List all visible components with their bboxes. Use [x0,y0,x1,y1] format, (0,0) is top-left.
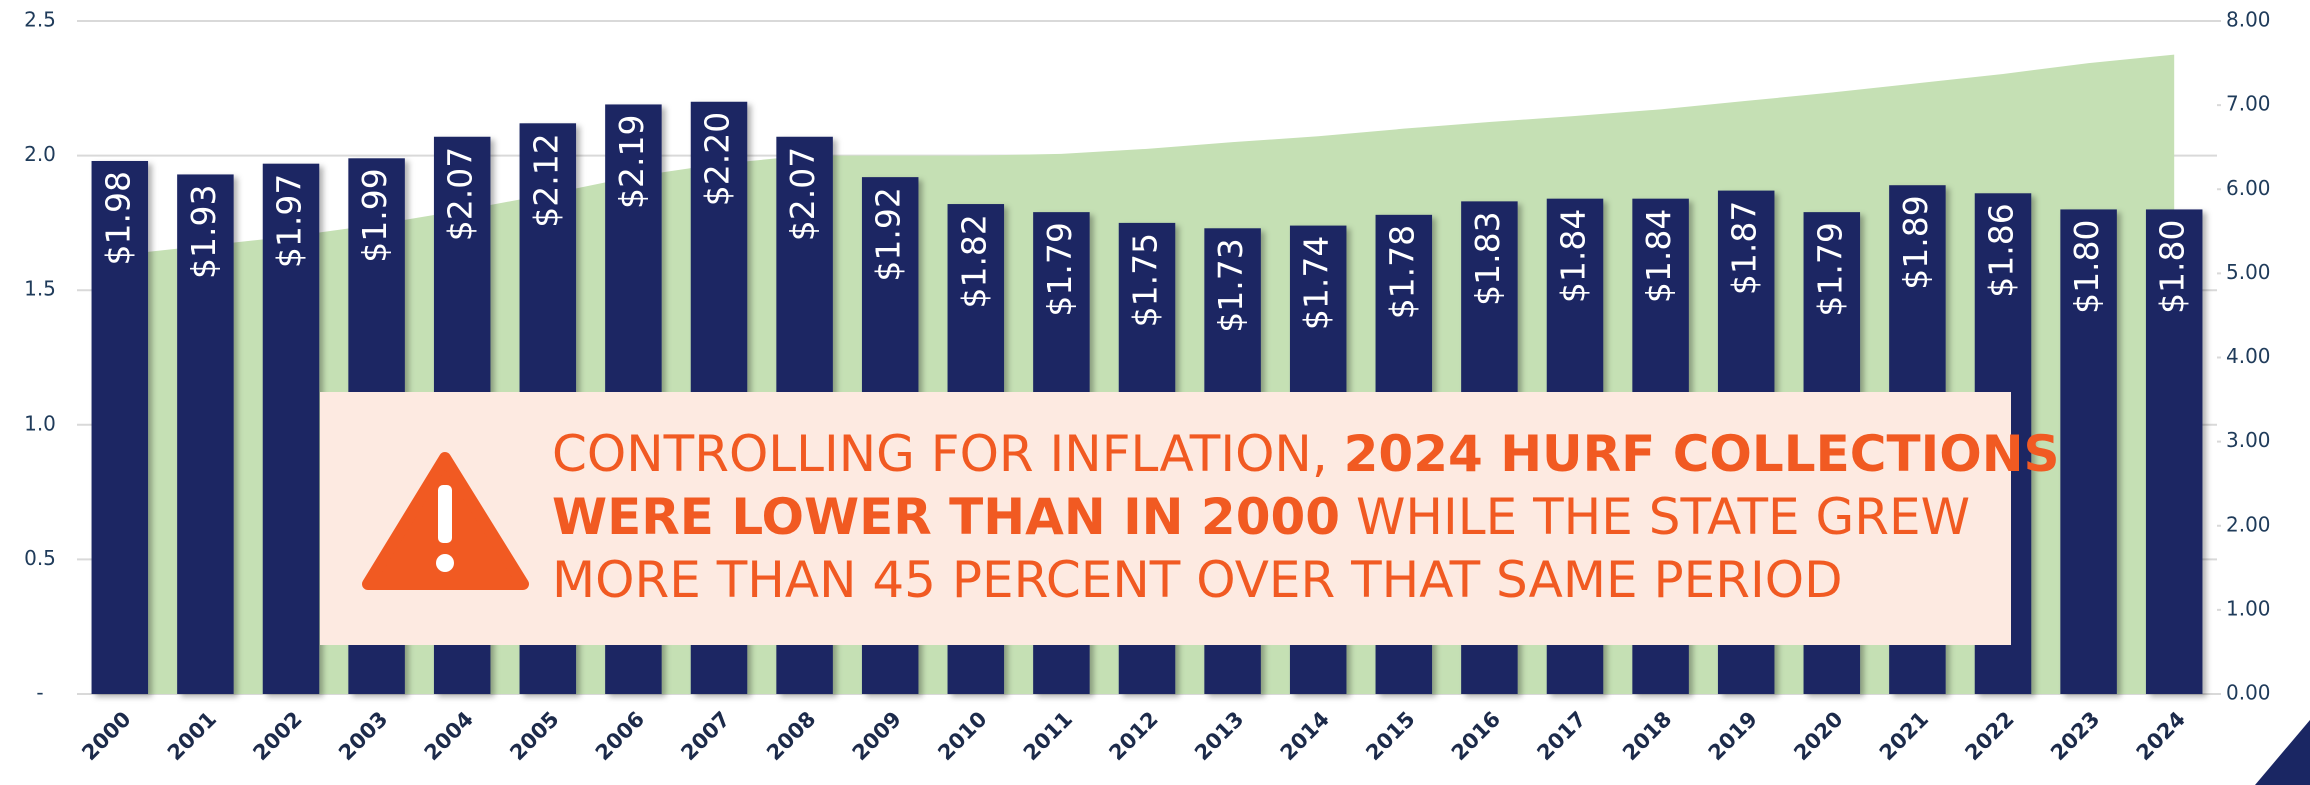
value-label: $1.73 [1211,238,1250,332]
x-tick-label: 2018 [1618,707,1676,765]
x-tick-label: 2005 [505,707,563,765]
x-tick-label: 2015 [1361,707,1419,765]
value-label: $1.80 [2153,219,2192,313]
x-tick-label: 2023 [2046,707,2104,765]
annotation-line: MORE THAN 45 PERCENT OVER THAT SAME PERI… [552,551,1843,609]
x-tick-label: 2001 [163,707,221,765]
annotation-text: CONTROLLING FOR INFLATION, [552,425,1344,483]
x-tick-label: 2013 [1190,707,1248,765]
value-label: $1.84 [1639,209,1678,303]
y2-tick-label: 0.00 [2226,681,2271,705]
value-label: $1.99 [355,168,394,262]
x-tick-label: 2008 [762,707,820,765]
annotation-text: WERE LOWER THAN IN 2000 [552,488,1340,546]
value-label: $1.89 [1896,195,1935,289]
x-tick-label: 2021 [1875,707,1933,765]
y-tick-label: 2.0 [24,142,56,166]
annotation-line: WERE LOWER THAN IN 2000 WHILE THE STATE … [552,488,1970,546]
y-tick-label: 1.0 [24,411,56,435]
y-tick-label: 1.5 [24,277,56,301]
annotation: CONTROLLING FOR INFLATION, 2024 HURF COL… [552,425,2060,609]
bar [2145,209,2203,694]
x-tick-label: 2014 [1276,707,1334,765]
value-label: $2.12 [526,133,565,227]
value-label: $1.78 [1382,225,1421,319]
x-tick-label: 2019 [1704,707,1762,765]
x-tick-label: 2004 [420,707,478,765]
y2-tick-label: 2.00 [2226,512,2271,536]
value-label: $1.75 [1126,233,1165,327]
value-label: $2.19 [612,114,651,208]
x-tick-label: 2011 [1019,707,1077,765]
value-label: $1.82 [954,214,993,308]
value-label: $1.74 [1297,236,1336,330]
value-label: $1.98 [98,171,137,265]
x-tick-label: 2003 [334,707,392,765]
x-tick-label: 2000 [77,707,135,765]
value-label: $1.92 [869,187,908,281]
value-label: $1.79 [1040,222,1079,316]
value-label: $1.83 [1468,211,1507,305]
annotation-box [320,392,2011,645]
value-label: $1.87 [1725,201,1764,295]
bar [91,160,149,694]
x-tick-label: 2020 [1789,707,1847,765]
y-tick-label: 0.5 [24,546,56,570]
value-label: $1.86 [1982,203,2021,297]
warning-icon [362,452,529,590]
x-tick-label: 2012 [1104,707,1162,765]
y-tick-label: 2.5 [24,8,56,32]
x-tick-label: 2010 [933,707,991,765]
x-tick-label: 2009 [848,707,906,765]
value-label: $1.79 [1810,222,1849,316]
x-tick-label: 2024 [2132,707,2190,765]
bar [177,174,234,695]
value-label: $2.07 [441,147,480,241]
bar [2060,209,2117,694]
annotation-text: MORE THAN 45 PERCENT OVER THAT SAME PERI… [552,551,1843,609]
x-tick-label: 2022 [1960,707,2018,765]
x-tick-label: 2017 [1532,707,1590,765]
annotation-line: CONTROLLING FOR INFLATION, 2024 HURF COL… [552,425,2060,483]
y2-tick-label: 1.00 [2226,596,2271,620]
value-label: $1.80 [2067,219,2106,313]
annotation-text: WHILE THE STATE GREW [1340,488,1970,546]
corner-decoration [2255,720,2310,785]
value-label: $2.20 [698,112,737,206]
y2-tick-label: 3.00 [2226,428,2271,452]
annotation-text: 2024 HURF COLLECTIONS [1344,425,2060,483]
value-label: $1.97 [270,174,309,268]
x-tick-label: 2007 [676,707,734,765]
y-tick-label: - [36,681,43,705]
bar [262,163,320,694]
x-tick-label: 2006 [591,707,649,765]
value-label: $2.07 [783,147,822,241]
x-tick-label: 2002 [248,707,306,765]
value-label: $1.84 [1554,209,1593,303]
value-label: $1.93 [184,184,223,278]
y2-tick-label: 6.00 [2226,176,2271,200]
y2-tick-label: 4.00 [2226,344,2271,368]
y2-tick-label: 5.00 [2226,260,2271,284]
y2-tick-label: 8.00 [2226,8,2271,32]
x-tick-label: 2016 [1447,707,1505,765]
y2-tick-label: 7.00 [2226,92,2271,116]
